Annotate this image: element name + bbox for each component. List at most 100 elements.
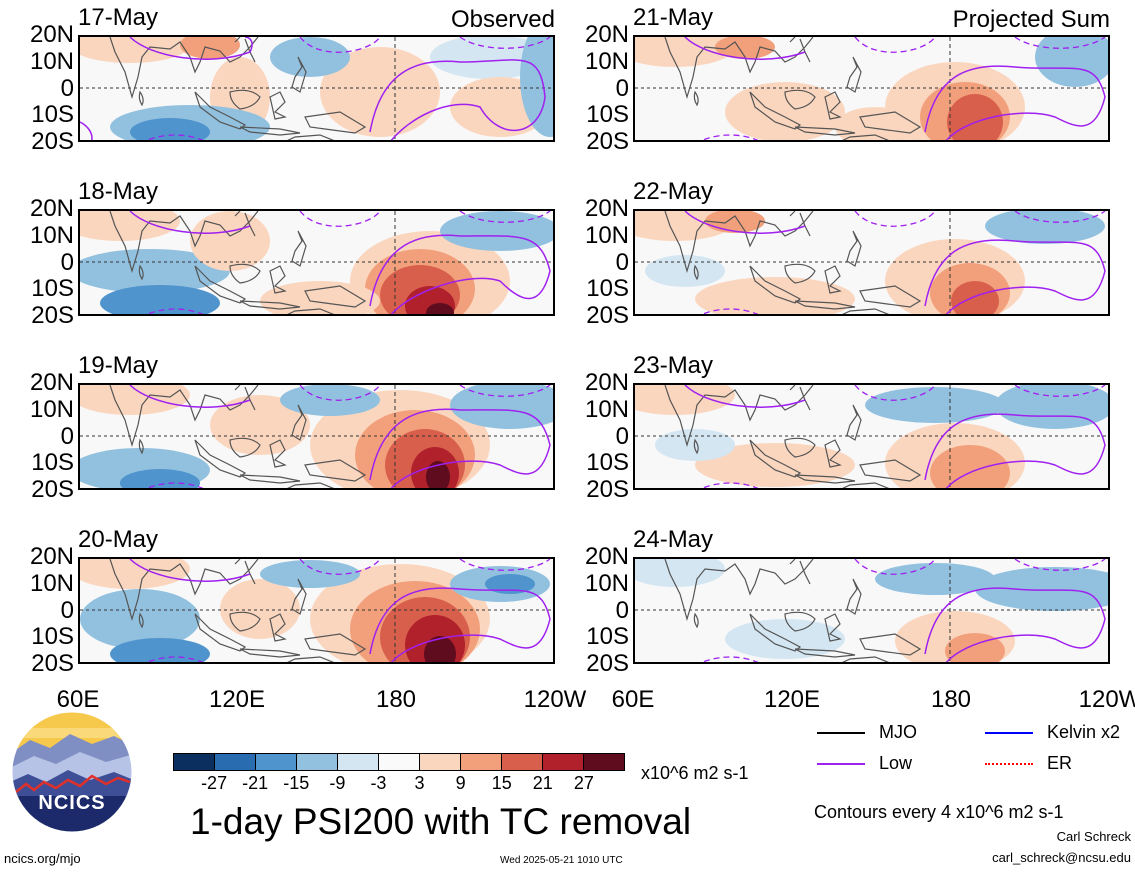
colorbar-tick-label: -15	[283, 773, 310, 793]
colorbar-box	[460, 754, 501, 770]
colorbar-tick-label: 27	[573, 773, 594, 793]
coastline	[287, 482, 335, 488]
anomaly-shading	[110, 638, 210, 662]
coastline	[291, 404, 307, 441]
colorbar-tick-label: 15	[491, 773, 512, 793]
colorbar-tick-label: 21	[532, 773, 553, 793]
colorbar-box	[296, 754, 337, 770]
coastline	[229, 263, 261, 284]
lat-tick-label: 20S	[31, 302, 74, 329]
coastline	[859, 459, 922, 482]
panel-date-label: 22-May	[633, 178, 714, 205]
coastline	[794, 126, 856, 136]
projected-sum-tag: Projected Sum	[952, 6, 1110, 33]
coastline	[846, 404, 862, 441]
colorbar-tick-label: -3	[370, 773, 387, 793]
colorbar-box	[337, 754, 378, 770]
lat-tick-label: 10S	[31, 623, 74, 651]
lat-tick-label: 20N	[29, 543, 74, 570]
low-contour	[369, 408, 551, 488]
coastline	[109, 385, 259, 448]
lat-tick-label: 0	[615, 248, 629, 276]
coastline	[784, 89, 816, 110]
anomaly-shading	[1035, 37, 1108, 87]
low-contour-negative	[299, 37, 381, 53]
lat-tick-label: 10S	[31, 101, 74, 129]
lat-tick-label: 10N	[584, 395, 629, 423]
low-contour	[684, 385, 806, 408]
legend-line	[985, 732, 1033, 734]
panel-date-label: 23-May	[633, 352, 714, 379]
lat-tick-label: 10N	[584, 47, 629, 75]
lat-tick-label: 10N	[29, 221, 74, 249]
lat-tick-label: 10S	[586, 101, 629, 129]
anomaly-shading	[80, 385, 190, 415]
low-contour	[369, 59, 546, 140]
lon-tick-label: 180	[375, 686, 417, 713]
colorbar-tick-label: -21	[242, 773, 269, 793]
coastline	[269, 91, 287, 120]
anomaly-shading	[220, 579, 300, 639]
low-contour-negative	[854, 559, 936, 575]
contour-interval: Contours every 4 x10^6 m2 s-1	[814, 802, 1064, 822]
low-contour	[80, 121, 93, 140]
low-contour	[129, 385, 251, 408]
anomaly-shading	[725, 82, 845, 140]
lat-tick-label: 0	[615, 74, 629, 102]
coastline	[287, 656, 335, 662]
lat-tick-label: 20S	[586, 128, 629, 155]
coastline	[109, 211, 259, 274]
low-contour	[924, 587, 1106, 662]
coastline	[824, 91, 842, 120]
coastline	[287, 134, 335, 140]
lat-tick-label: 20N	[29, 369, 74, 396]
anomaly-shading	[835, 107, 915, 140]
anomaly-shading	[100, 285, 220, 314]
low-contour	[129, 211, 251, 234]
low-contour	[684, 37, 806, 60]
figure-title: 1-day PSI200 with TC removal	[190, 801, 692, 842]
low-contour-negative	[854, 37, 936, 53]
coastline	[138, 90, 144, 107]
lat-tick-label: 20S	[586, 476, 629, 503]
map-panel	[633, 383, 1110, 490]
anomaly-shading	[280, 385, 380, 416]
colorbar-box	[378, 754, 419, 770]
lon-tick-label: 120W	[1078, 686, 1135, 713]
lat-tick-label: 10N	[584, 569, 629, 597]
colorbar	[173, 753, 625, 771]
lat-tick-label: 20S	[586, 650, 629, 677]
colorbar-tick-label: 3	[414, 773, 425, 793]
low-contour	[684, 211, 806, 234]
colorbar-tick-label: 9	[455, 773, 466, 793]
coastline	[824, 265, 842, 294]
coastline	[824, 613, 842, 642]
lat-tick-label: 10N	[29, 395, 74, 423]
anomaly-shading	[440, 211, 553, 251]
lat-tick-label: 20N	[29, 195, 74, 222]
anomaly-shading	[80, 37, 190, 63]
anomaly-shading	[80, 559, 190, 589]
coastline	[784, 263, 816, 284]
anomaly-shading	[715, 37, 775, 59]
lat-tick-label: 10N	[29, 47, 74, 75]
coastline	[842, 656, 890, 662]
anomaly-shading	[426, 461, 450, 488]
anomaly-shading	[635, 37, 735, 67]
lat-tick-label: 20S	[31, 128, 74, 155]
anomaly-shading	[951, 281, 999, 314]
colorbar-tick-label: -27	[201, 773, 228, 793]
coastline	[239, 126, 301, 136]
coastline	[269, 613, 287, 642]
coastline	[859, 285, 922, 308]
coastline	[138, 612, 144, 629]
anomaly-shading	[450, 385, 553, 429]
low-contour-negative	[299, 211, 381, 227]
coastline	[109, 559, 259, 622]
anomaly-shading	[635, 559, 725, 587]
legend-label: ER	[1047, 753, 1073, 773]
lat-tick-label: 0	[615, 596, 629, 624]
map-panel	[633, 209, 1110, 316]
colorbar-box	[174, 754, 214, 770]
coastline	[291, 56, 307, 93]
